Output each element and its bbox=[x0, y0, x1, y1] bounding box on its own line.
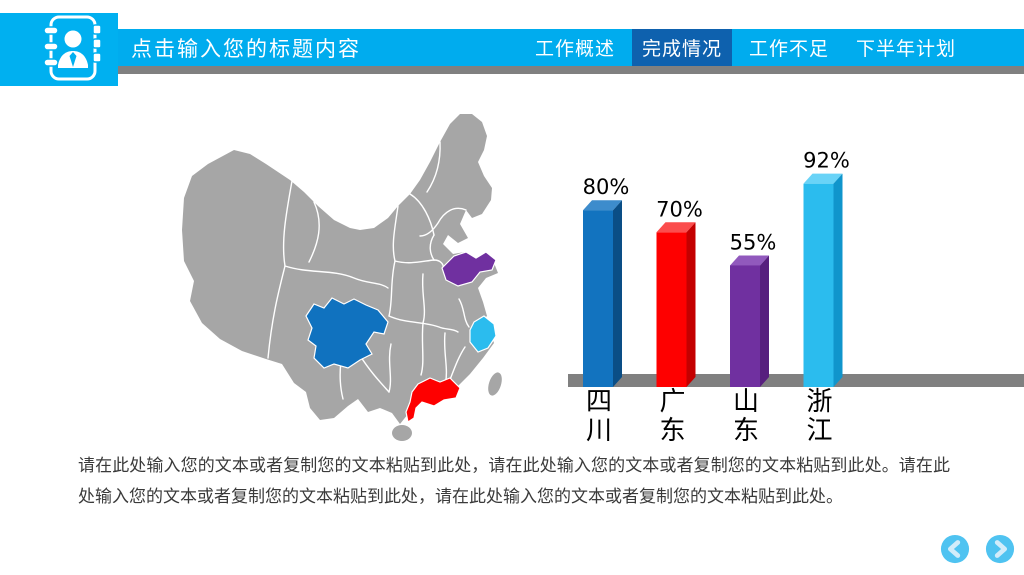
bar-山东: 55% 山东 bbox=[730, 230, 777, 446]
bar-value-label: 92% bbox=[803, 149, 850, 173]
tab-completion-status[interactable]: 完成情况 bbox=[631, 29, 732, 66]
tab-work-shortcomings[interactable]: 工作不足 bbox=[748, 38, 829, 60]
prev-slide-button[interactable] bbox=[940, 534, 970, 564]
bar-category-label: 浙江 bbox=[806, 387, 832, 446]
chevron-left-icon bbox=[940, 534, 970, 564]
nav-tabs: 工作概述 完成情况 工作不足 下半年计划 bbox=[525, 29, 966, 66]
x-axis-baseline bbox=[568, 374, 1024, 387]
bar-category-label: 广东 bbox=[659, 387, 685, 446]
province-sichuan bbox=[305, 297, 389, 369]
province-borders bbox=[267, 141, 470, 400]
bar-广东: 70% 广东 bbox=[656, 197, 703, 446]
title-bar: 点击输入您的标题内容 工作概述 完成情况 工作不足 下半年计划 bbox=[118, 29, 1024, 66]
notebook-person-icon bbox=[44, 15, 102, 81]
province-guangdong bbox=[405, 377, 461, 423]
person-head bbox=[64, 30, 82, 48]
bar-value-label: 80% bbox=[583, 175, 630, 199]
china-map bbox=[182, 102, 540, 445]
next-slide-button[interactable] bbox=[985, 534, 1015, 564]
completion-bar-chart: 80% 四川 70% 广东 55% 山东 92% 浙江 bbox=[560, 120, 1024, 450]
tab-work-overview[interactable]: 工作概述 bbox=[534, 38, 615, 60]
hainan-island bbox=[392, 425, 412, 441]
bar-category-label: 四川 bbox=[586, 387, 612, 446]
bar-value-label: 70% bbox=[656, 197, 703, 221]
bar-浙江: 92% 浙江 bbox=[803, 149, 850, 446]
bar-value-label: 55% bbox=[730, 230, 777, 254]
province-shandong bbox=[441, 251, 497, 287]
title-bar-shadow bbox=[118, 66, 1024, 74]
map-base bbox=[182, 114, 498, 424]
logo-block bbox=[0, 13, 118, 86]
tab-second-half-plan[interactable]: 下半年计划 bbox=[855, 38, 956, 60]
bar-四川: 80% 四川 bbox=[583, 175, 630, 446]
person-tie bbox=[69, 52, 77, 67]
province-zhejiang bbox=[469, 315, 497, 353]
chevron-right-icon bbox=[985, 534, 1015, 564]
bar-category-label: 山东 bbox=[733, 387, 759, 446]
taiwan-island bbox=[488, 372, 502, 396]
body-text: 请在此处输入您的文本或者复制您的文本粘贴到此处，请在此处输入您的文本或者复制您的… bbox=[78, 456, 950, 507]
page-title: 点击输入您的标题内容 bbox=[131, 36, 361, 61]
